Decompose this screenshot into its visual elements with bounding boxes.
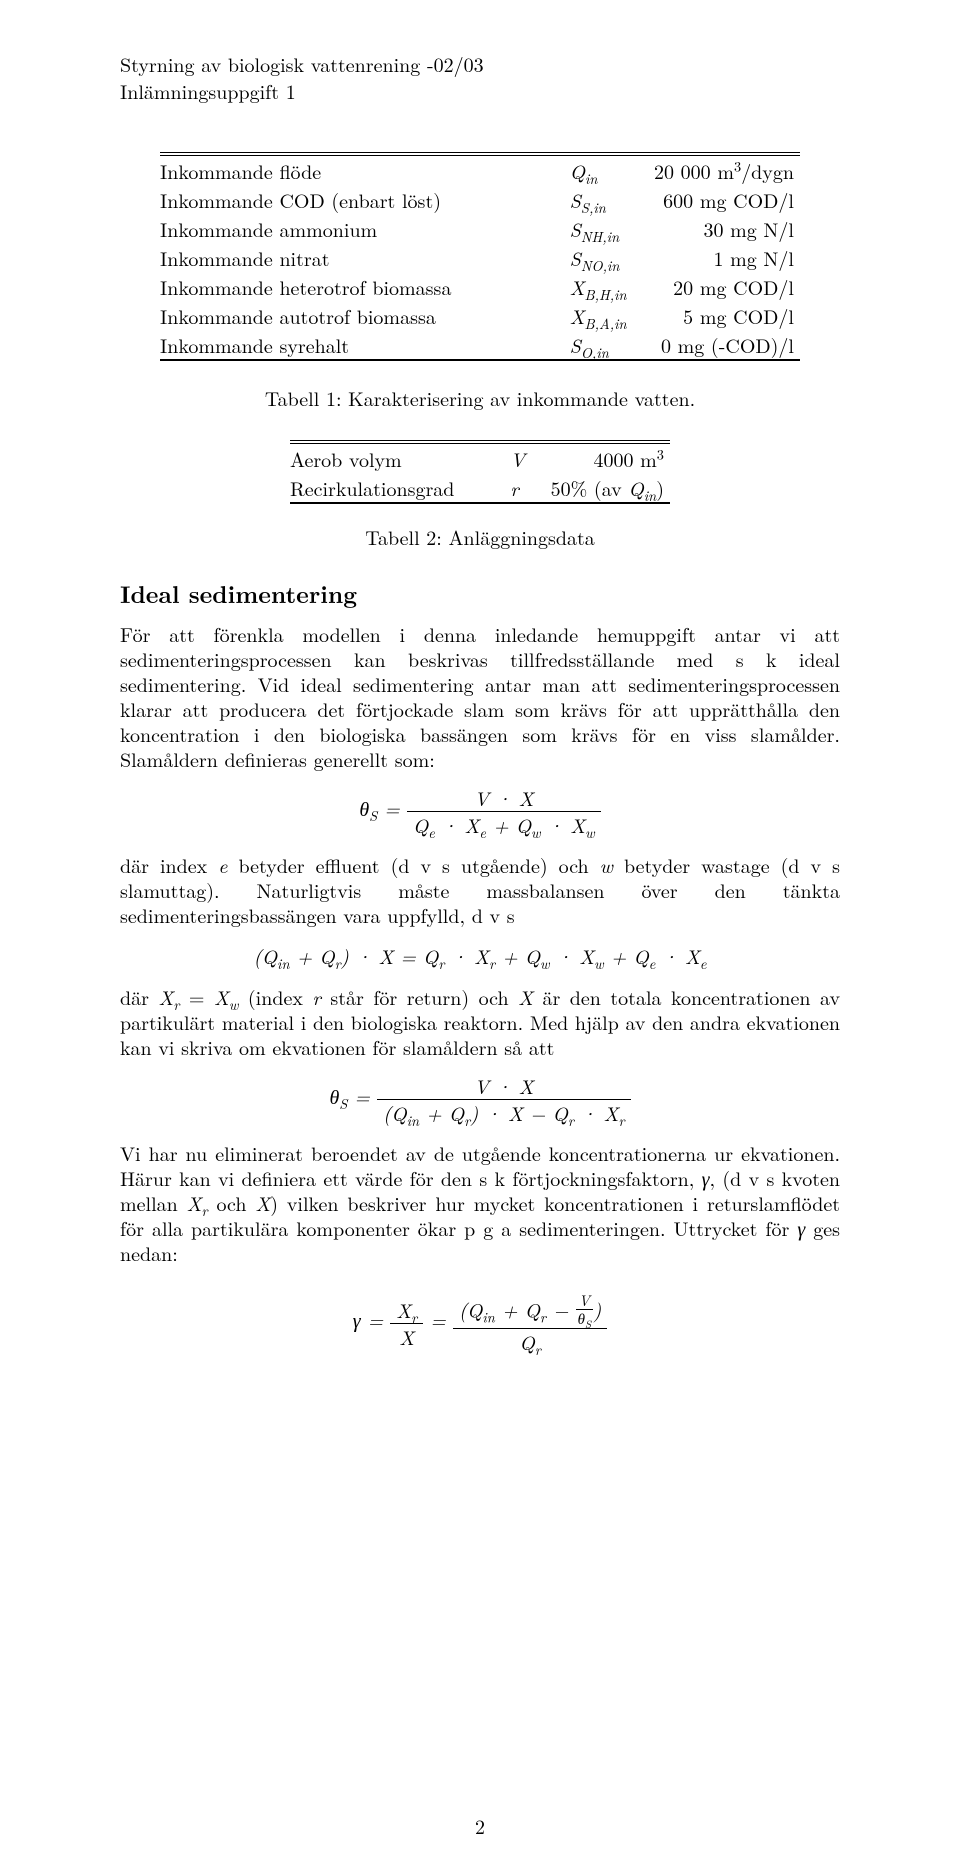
table-row: Aerob volymV4000 m3 xyxy=(290,444,670,473)
row-symbol: XB,A,in xyxy=(570,301,653,330)
row-label: Inkommande nitrat xyxy=(160,243,570,272)
row-label: Inkommande ammonium xyxy=(160,214,570,243)
page-number: 2 xyxy=(0,1813,960,1838)
paragraph-1: För att förenkla modellen i denna inleda… xyxy=(120,621,840,771)
row-value: 1 mg N/l xyxy=(653,243,800,272)
row-label: Inkommande syrehalt xyxy=(160,330,570,360)
row-label: Recirkulationsgrad xyxy=(290,473,510,503)
equation-1: θS = V · X Qe · Xe + Qw · Xw xyxy=(120,787,840,836)
paragraph-2: där index e betyder effluent (d v s utgå… xyxy=(120,852,840,927)
table-2-table: Aerob volymV4000 m3Recirkulationsgradr50… xyxy=(290,440,670,506)
paragraph-3: där Xr = Xw (index r står för return) oc… xyxy=(120,984,840,1059)
row-value: 5 mg COD/l xyxy=(653,301,800,330)
row-label: Inkommande flöde xyxy=(160,156,570,185)
table-row: Recirkulationsgradr50% (av Qin) xyxy=(290,473,670,503)
row-value: 20 mg COD/l xyxy=(653,272,800,301)
row-symbol: r xyxy=(510,473,550,503)
header-line-2: Inlämningsuppgift 1 xyxy=(120,77,840,104)
section-heading: Ideal sedimentering xyxy=(120,579,840,609)
eq4-fraction-1: Xr X xyxy=(390,1299,423,1348)
equation-4: γ = Xr X = (Qin + Qr − VθS) Qr xyxy=(120,1293,840,1353)
row-symbol: XB,H,in xyxy=(570,272,653,301)
eq3-fraction: V · X (Qin + Qr) · X − Qr · Xr xyxy=(377,1075,631,1124)
table-1: Inkommande flödeQin20 000 m3/dygnInkomma… xyxy=(160,152,800,363)
running-header: Styrning av biologisk vattenrening -02/0… xyxy=(120,50,840,104)
row-value: 4000 m3 xyxy=(551,444,670,473)
row-value: 0 mg (-COD)/l xyxy=(653,330,800,360)
row-symbol: Qin xyxy=(570,156,653,185)
row-symbol: SS,in xyxy=(570,185,653,214)
eq3-lhs: θS = xyxy=(329,1081,377,1110)
equation-3: θS = V · X (Qin + Qr) · X − Qr · Xr xyxy=(120,1075,840,1124)
eq4-mid: = xyxy=(430,1304,453,1333)
table-1-caption: Tabell 1: Karakterisering av inkommande … xyxy=(120,385,840,410)
row-symbol: SO,in xyxy=(570,330,653,360)
table-2-caption: Tabell 2: Anläggningsdata xyxy=(120,524,840,549)
row-symbol: V xyxy=(510,444,550,473)
paragraph-4: Vi har nu eliminerat beroendet av de utg… xyxy=(120,1140,840,1265)
table-row: Inkommande syrehaltSO,in0 mg (-COD)/l xyxy=(160,330,800,360)
eq1-fraction: V · X Qe · Xe + Qw · Xw xyxy=(407,787,601,836)
row-value: 50% (av Qin) xyxy=(551,473,670,503)
eq4-lhs: γ = xyxy=(353,1304,391,1333)
row-value: 600 mg COD/l xyxy=(653,185,800,214)
eq4-fraction-2: (Qin + Qr − VθS) Qr xyxy=(453,1293,607,1353)
row-label: Inkommande COD (enbart löst) xyxy=(160,185,570,214)
row-symbol: SNO,in xyxy=(570,243,653,272)
page: Styrning av biologisk vattenrening -02/0… xyxy=(0,0,960,1872)
row-value: 30 mg N/l xyxy=(653,214,800,243)
row-label: Inkommande heterotrof biomassa xyxy=(160,272,570,301)
table-row: Inkommande nitratSNO,in1 mg N/l xyxy=(160,243,800,272)
table-row: Inkommande COD (enbart löst)SS,in600 mg … xyxy=(160,185,800,214)
table-row: Inkommande ammoniumSNH,in30 mg N/l xyxy=(160,214,800,243)
table-1-table: Inkommande flödeQin20 000 m3/dygnInkomma… xyxy=(160,152,800,363)
table-row: Inkommande heterotrof biomassaXB,H,in20 … xyxy=(160,272,800,301)
equation-2: (Qin + Qr) · X = Qr · Xr + Qw · Xw + Qe … xyxy=(120,943,840,968)
row-value: 20 000 m3/dygn xyxy=(653,156,800,185)
header-line-1: Styrning av biologisk vattenrening -02/0… xyxy=(120,50,840,77)
row-label: Aerob volym xyxy=(290,444,510,473)
table-2: Aerob volymV4000 m3Recirkulationsgradr50… xyxy=(290,440,670,506)
table-row: Inkommande flödeQin20 000 m3/dygn xyxy=(160,156,800,185)
table-row: Inkommande autotrof biomassaXB,A,in5 mg … xyxy=(160,301,800,330)
row-symbol: SNH,in xyxy=(570,214,653,243)
eq1-lhs: θS = xyxy=(359,793,407,822)
row-label: Inkommande autotrof biomassa xyxy=(160,301,570,330)
